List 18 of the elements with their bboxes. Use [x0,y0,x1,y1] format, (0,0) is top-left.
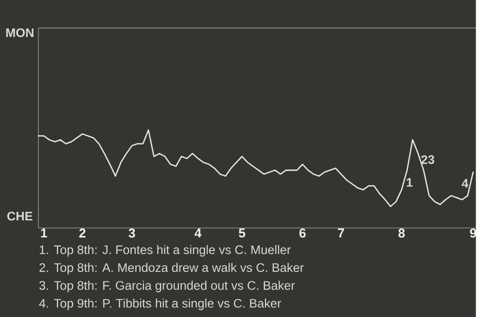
x-tick-label: 8 [398,228,405,238]
annotation: 3 [428,155,434,164]
x-tick-label: 5 [238,228,246,238]
x-tick-label: 3 [128,228,136,238]
annotation: 2 [421,155,428,164]
text: 4. Top 9th: P. Tibbits hit a single vs C. Baker [39,298,282,310]
text: MON [6,28,34,37]
text: 2. Top 8th: A. Mendoza drew a walk vs C. Baker [39,262,304,274]
annotation: 4 [462,179,468,188]
x-tick-label: 2 [79,228,86,238]
text: 1. Top 8th: J. Fontes hit a single vs C. Mueller [40,244,291,256]
x-tick-label: 1 [41,228,48,238]
text: 3. Top 8th: F. Garcia grounded out vs C. Baker [39,280,295,292]
text: CHE [7,212,32,220]
x-tick-label: 7 [338,228,344,238]
x-tick-label: 6 [299,228,306,238]
annotation: 1 [406,178,413,187]
x-tick-label: 4 [194,228,202,238]
